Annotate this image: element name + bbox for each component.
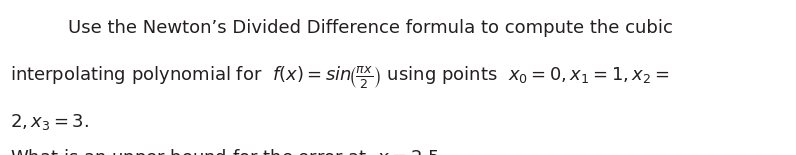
Text: Use the Newton’s Divided Difference formula to compute the cubic: Use the Newton’s Divided Difference form… (68, 19, 673, 37)
Text: interpolating polynomial for  $f(x) = sin\!\left(\frac{\pi x}{2}\right)$ using p: interpolating polynomial for $f(x) = sin… (10, 65, 669, 91)
Text: What is an upper bound for the error at  $x = 2.5$: What is an upper bound for the error at … (10, 147, 439, 155)
Text: $2, x_3 = 3.$: $2, x_3 = 3.$ (10, 112, 88, 132)
